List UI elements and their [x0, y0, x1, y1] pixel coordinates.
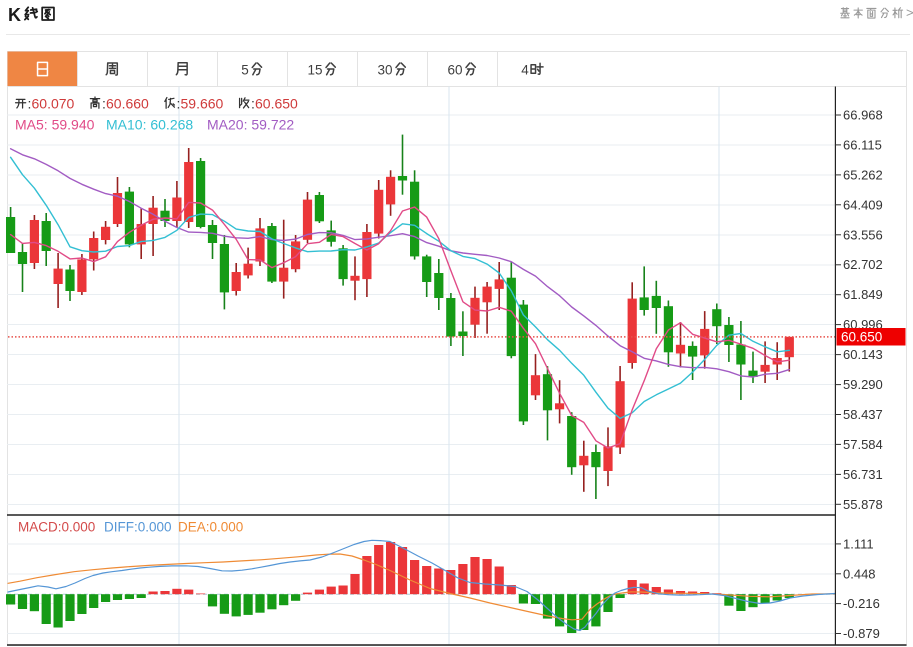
svg-text:K: K	[8, 5, 21, 25]
svg-text::: :	[251, 96, 255, 112]
svg-text:0.448: 0.448	[843, 566, 876, 581]
svg-text:56.731: 56.731	[843, 467, 883, 482]
svg-text::: :	[177, 96, 181, 112]
svg-text:1.111: 1.111	[843, 536, 874, 551]
svg-text:61.849: 61.849	[843, 287, 883, 302]
svg-text:64.409: 64.409	[843, 197, 883, 212]
svg-text:66.115: 66.115	[843, 137, 882, 152]
svg-text:59.660: 59.660	[181, 96, 224, 112]
svg-text:-0.879: -0.879	[843, 626, 880, 641]
svg-text:66.968: 66.968	[843, 108, 883, 123]
svg-text:65.262: 65.262	[843, 167, 883, 182]
svg-text:DIFF:0.000: DIFF:0.000	[104, 520, 172, 535]
svg-text:MA20: 59.722: MA20: 59.722	[207, 117, 294, 133]
svg-text:>: >	[906, 5, 913, 20]
svg-text:57.584: 57.584	[843, 437, 883, 452]
svg-text:60: 60	[448, 63, 463, 78]
svg-text:60.650: 60.650	[255, 96, 298, 112]
svg-text:30: 30	[378, 63, 393, 78]
svg-text::: :	[102, 96, 106, 112]
svg-text::: :	[28, 96, 32, 112]
svg-text:60.143: 60.143	[843, 347, 883, 362]
svg-text:MA10: 60.268: MA10: 60.268	[106, 117, 193, 133]
svg-text:63.556: 63.556	[843, 227, 883, 242]
svg-text:5: 5	[241, 63, 249, 78]
svg-text:58.437: 58.437	[843, 407, 883, 422]
svg-text:MA5: 59.940: MA5: 59.940	[15, 117, 95, 133]
svg-text:MACD:0.000: MACD:0.000	[18, 520, 95, 535]
svg-text:60.650: 60.650	[841, 330, 882, 345]
svg-text:55.878: 55.878	[843, 497, 883, 512]
svg-text:-0.216: -0.216	[843, 596, 880, 611]
svg-text:60.070: 60.070	[32, 96, 75, 112]
svg-text:4: 4	[521, 63, 529, 78]
svg-text:60.660: 60.660	[106, 96, 149, 112]
svg-text:DEA:0.000: DEA:0.000	[178, 520, 243, 535]
svg-text:62.702: 62.702	[843, 257, 883, 272]
svg-text:59.290: 59.290	[843, 377, 883, 392]
svg-text:15: 15	[308, 63, 323, 78]
